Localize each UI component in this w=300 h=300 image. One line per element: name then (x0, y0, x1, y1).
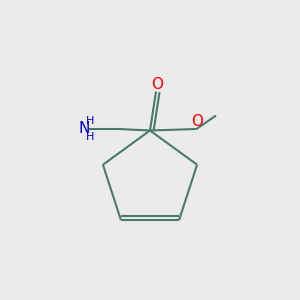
Text: N: N (78, 122, 90, 136)
Text: H: H (86, 116, 94, 127)
Text: H: H (86, 131, 94, 142)
Text: O: O (191, 114, 203, 129)
Text: O: O (152, 77, 164, 92)
